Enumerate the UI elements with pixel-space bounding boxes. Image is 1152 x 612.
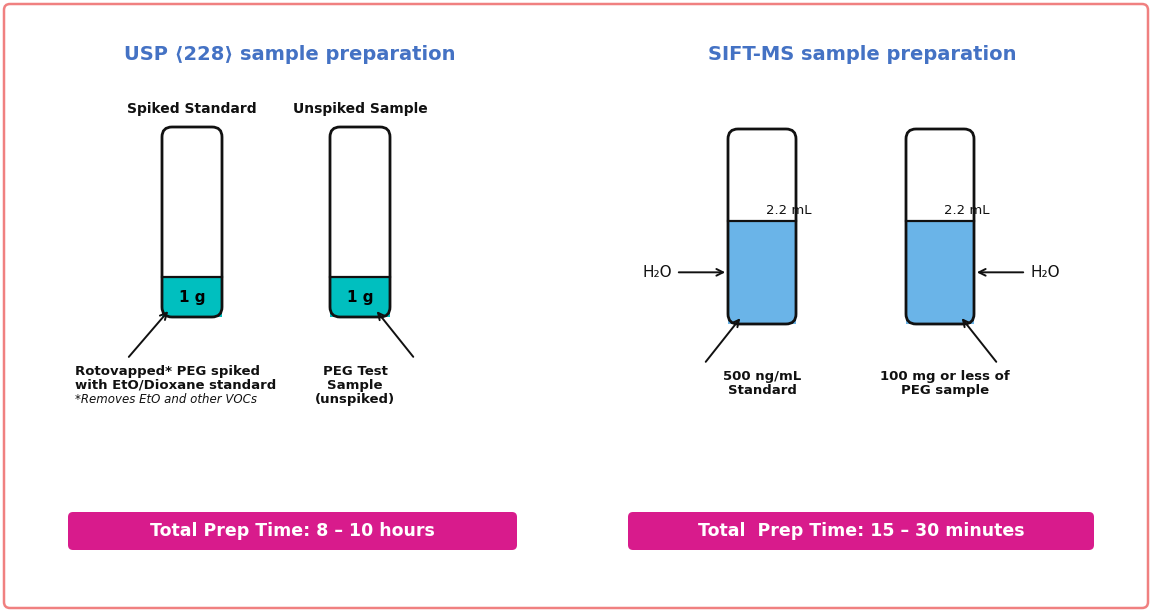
FancyBboxPatch shape <box>905 129 973 324</box>
Text: SIFT-MS sample preparation: SIFT-MS sample preparation <box>707 45 1016 64</box>
Text: H₂O: H₂O <box>1030 265 1060 280</box>
Text: Sample: Sample <box>327 379 382 392</box>
Text: PEG sample: PEG sample <box>901 384 990 397</box>
Text: Rotovapped* PEG spiked: Rotovapped* PEG spiked <box>75 365 260 378</box>
Text: 100 mg or less of: 100 mg or less of <box>880 370 1010 383</box>
FancyBboxPatch shape <box>329 127 391 317</box>
Text: USP ⟨228⟩ sample preparation: USP ⟨228⟩ sample preparation <box>124 45 456 64</box>
Text: Unspiked Sample: Unspiked Sample <box>293 102 427 116</box>
FancyBboxPatch shape <box>162 127 222 317</box>
Text: *Removes EtO and other VOCs: *Removes EtO and other VOCs <box>75 393 257 406</box>
FancyBboxPatch shape <box>728 129 796 324</box>
Text: 2.2 mL: 2.2 mL <box>943 204 990 217</box>
Text: PEG Test: PEG Test <box>323 365 387 378</box>
Bar <box>329 277 391 317</box>
Text: Spiked Standard: Spiked Standard <box>127 102 257 116</box>
FancyBboxPatch shape <box>3 4 1149 608</box>
FancyBboxPatch shape <box>905 221 973 324</box>
Bar <box>905 221 973 324</box>
FancyBboxPatch shape <box>329 277 391 317</box>
FancyBboxPatch shape <box>68 512 517 550</box>
Text: 1 g: 1 g <box>347 289 373 305</box>
Text: 2.2 mL: 2.2 mL <box>766 204 811 217</box>
Text: H₂O: H₂O <box>643 265 672 280</box>
Bar <box>162 277 222 317</box>
Bar <box>728 221 796 324</box>
Text: Total Prep Time: 8 – 10 hours: Total Prep Time: 8 – 10 hours <box>150 522 435 540</box>
Text: Total  Prep Time: 15 – 30 minutes: Total Prep Time: 15 – 30 minutes <box>698 522 1024 540</box>
Text: 1 g: 1 g <box>179 289 205 305</box>
FancyBboxPatch shape <box>162 277 222 317</box>
Text: (unspiked): (unspiked) <box>314 393 395 406</box>
Text: 500 ng/mL: 500 ng/mL <box>722 370 801 383</box>
FancyBboxPatch shape <box>628 512 1094 550</box>
FancyBboxPatch shape <box>728 221 796 324</box>
Text: with EtO/Dioxane standard: with EtO/Dioxane standard <box>75 379 276 392</box>
Text: Standard: Standard <box>728 384 796 397</box>
